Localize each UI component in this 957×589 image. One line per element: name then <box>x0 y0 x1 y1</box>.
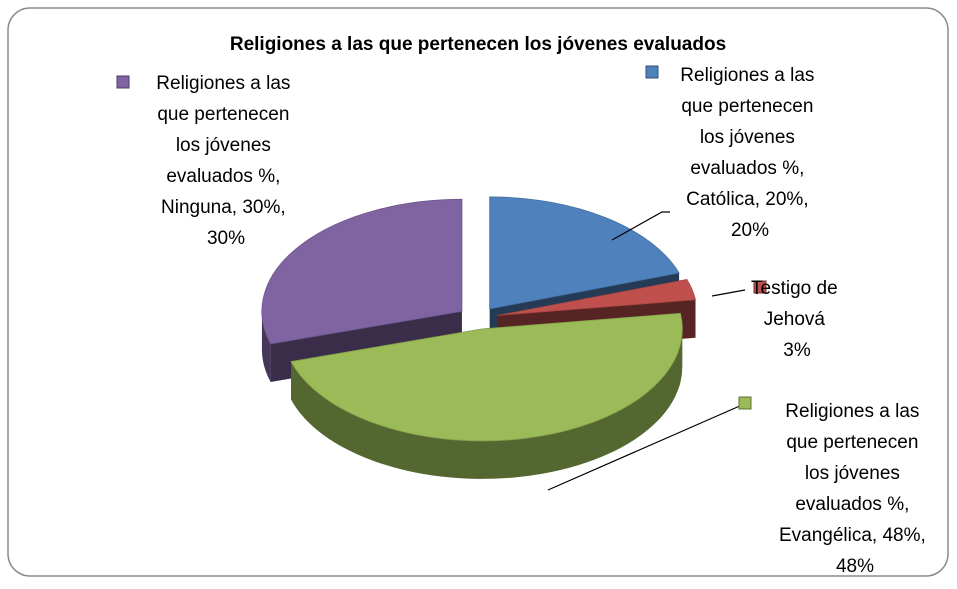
slice <box>489 196 680 310</box>
data-label: Religiones a las que pertenecen los jóve… <box>779 401 931 577</box>
leader-line <box>611 211 670 241</box>
label-marker <box>738 396 752 410</box>
data-label: Religiones a las que pertenecen los jóve… <box>156 73 295 249</box>
leader-line <box>711 289 746 297</box>
slice-side <box>290 328 683 479</box>
slice <box>290 312 683 442</box>
chart-title: Religiones a las que pertenecen los jóve… <box>230 34 726 55</box>
label-marker <box>753 280 767 294</box>
leader-line <box>547 404 743 491</box>
slice <box>261 198 463 345</box>
chart-border <box>7 7 949 577</box>
slice <box>290 312 683 479</box>
data-label: Religiones a las que pertenecen los jóve… <box>680 65 819 241</box>
label-marker <box>116 75 130 89</box>
slice <box>497 279 697 316</box>
label-marker <box>645 65 659 79</box>
data-label: Testigo de Jehová 3% <box>751 278 843 361</box>
